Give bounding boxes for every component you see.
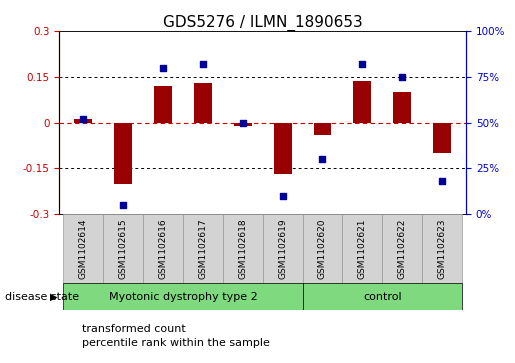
Point xyxy=(199,61,207,67)
Point xyxy=(438,178,447,184)
Bar xyxy=(114,122,132,184)
Bar xyxy=(154,86,172,122)
Point xyxy=(279,193,287,199)
Bar xyxy=(63,283,302,310)
Bar xyxy=(302,283,462,310)
Text: GSM1102616: GSM1102616 xyxy=(159,218,167,279)
Bar xyxy=(194,83,212,122)
Text: GSM1102614: GSM1102614 xyxy=(79,219,88,279)
Bar xyxy=(273,122,291,175)
Text: Myotonic dystrophy type 2: Myotonic dystrophy type 2 xyxy=(109,292,258,302)
Point xyxy=(358,61,367,67)
Point xyxy=(79,116,87,122)
Title: GDS5276 / ILMN_1890653: GDS5276 / ILMN_1890653 xyxy=(163,15,363,31)
Text: ▶: ▶ xyxy=(50,292,58,302)
Bar xyxy=(353,81,371,122)
Text: disease state: disease state xyxy=(5,292,79,302)
Bar xyxy=(433,122,451,153)
Text: GSM1102621: GSM1102621 xyxy=(358,219,367,279)
Bar xyxy=(342,214,382,283)
Text: percentile rank within the sample: percentile rank within the sample xyxy=(82,338,270,348)
Point xyxy=(159,65,167,70)
Point xyxy=(119,202,127,208)
Bar xyxy=(422,214,462,283)
Point xyxy=(238,119,247,125)
Bar xyxy=(393,92,411,122)
Bar xyxy=(63,214,103,283)
Bar xyxy=(382,214,422,283)
Text: GSM1102622: GSM1102622 xyxy=(398,219,407,279)
Text: GSM1102620: GSM1102620 xyxy=(318,219,327,279)
Bar xyxy=(183,214,223,283)
Text: control: control xyxy=(363,292,402,302)
Text: GSM1102619: GSM1102619 xyxy=(278,218,287,279)
Bar xyxy=(74,119,92,122)
Point xyxy=(318,156,327,162)
Bar xyxy=(143,214,183,283)
Text: GSM1102617: GSM1102617 xyxy=(198,218,208,279)
Bar xyxy=(234,122,252,126)
Bar xyxy=(314,122,332,135)
Bar xyxy=(263,214,302,283)
Point xyxy=(398,74,406,79)
Text: transformed count: transformed count xyxy=(82,323,186,334)
Text: GSM1102623: GSM1102623 xyxy=(438,219,447,279)
Text: GSM1102618: GSM1102618 xyxy=(238,218,247,279)
Text: GSM1102615: GSM1102615 xyxy=(118,218,128,279)
Bar xyxy=(103,214,143,283)
Bar xyxy=(302,214,342,283)
Bar xyxy=(223,214,263,283)
